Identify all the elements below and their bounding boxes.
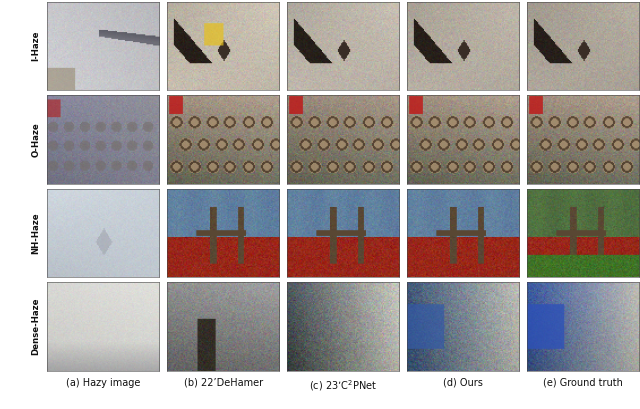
Text: Dense-Haze: Dense-Haze: [31, 297, 40, 355]
Text: (e) Ground truth: (e) Ground truth: [543, 378, 623, 388]
Text: (d) Ours: (d) Ours: [443, 378, 483, 388]
Text: I-Haze: I-Haze: [31, 31, 40, 61]
Text: (b) 22’DeHamer: (b) 22’DeHamer: [184, 378, 263, 388]
Text: NH-Haze: NH-Haze: [31, 212, 40, 254]
Text: (a) Hazy image: (a) Hazy image: [66, 378, 141, 388]
Text: O-Haze: O-Haze: [31, 122, 40, 157]
Text: (c) 23’C$^2$PNet: (c) 23’C$^2$PNet: [309, 378, 377, 393]
